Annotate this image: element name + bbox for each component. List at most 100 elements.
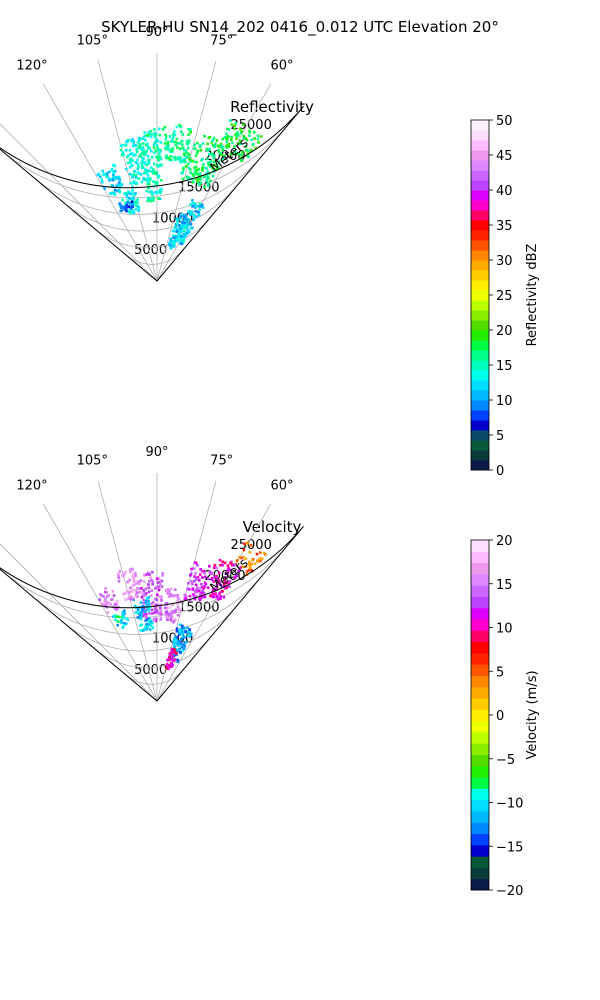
- echo-cell: [178, 159, 182, 163]
- echo-cell: [176, 227, 179, 231]
- echo-cell: [190, 212, 194, 216]
- echo-cell: [218, 591, 221, 595]
- echo-cell: [226, 135, 230, 138]
- echo-cell: [171, 234, 175, 238]
- colorbar-swatch: [471, 686, 489, 699]
- echo-cell: [158, 197, 162, 200]
- echo-cell: [132, 140, 136, 143]
- echo-cell: [138, 616, 142, 620]
- colorbar-label: Reflectivity dBZ: [525, 244, 540, 347]
- echo-cell: [167, 590, 171, 593]
- echo-cell: [196, 179, 200, 182]
- echo-cell: [124, 571, 127, 574]
- echo-cell: [183, 215, 186, 219]
- echo-cell: [262, 551, 266, 555]
- colorbar-tick-label: 0: [496, 709, 504, 724]
- echo-cell: [244, 149, 248, 152]
- echo-cell: [161, 574, 164, 577]
- colorbar-tick-label: 40: [496, 184, 513, 199]
- azimuth-tick-label: 120°: [16, 478, 47, 493]
- echo-cell: [163, 125, 167, 129]
- echo-cell: [194, 168, 198, 172]
- colorbar: 0 5 10 15 20 25 30 35 40 45 50 Reflectivity dBZ: [470, 114, 540, 479]
- echo-cell: [212, 580, 216, 583]
- echo-cell: [183, 221, 186, 225]
- echo-cell: [137, 177, 141, 181]
- echo-cell: [143, 134, 147, 138]
- echo-cell: [139, 629, 143, 632]
- echo-cell: [142, 176, 145, 180]
- echo-cell: [136, 158, 139, 162]
- echo-cell: [134, 571, 137, 575]
- echo-cell: [140, 155, 143, 159]
- echo-cell: [184, 219, 187, 223]
- echo-cell: [126, 155, 129, 159]
- echo-cell: [112, 191, 116, 195]
- range-ring: [31, 575, 262, 635]
- echo-cell: [178, 238, 182, 242]
- echo-cell: [138, 590, 142, 594]
- colorbar-tick-label: 35: [496, 219, 513, 234]
- echo-cell: [215, 584, 219, 587]
- echo-cell: [176, 642, 179, 646]
- echo-cell: [170, 662, 174, 665]
- echo-cell: [156, 197, 160, 200]
- echo-cell: [239, 131, 243, 135]
- echo-cell: [122, 575, 125, 578]
- echo-cell: [165, 606, 169, 610]
- echo-cell: [141, 604, 145, 608]
- echo-cell: [192, 174, 195, 178]
- echo-cell: [169, 587, 173, 591]
- echo-cell: [178, 123, 181, 127]
- echo-cell: [170, 665, 173, 668]
- echo-cell: [125, 140, 128, 143]
- echo-cell: [158, 150, 162, 154]
- echo-cell: [217, 579, 221, 582]
- echo-cell: [137, 611, 141, 614]
- echo-cell: [116, 615, 119, 618]
- echo-cell: [110, 167, 114, 171]
- echo-cell: [236, 142, 240, 145]
- echo-cell: [149, 135, 153, 139]
- panel-title: Reflectivity: [230, 98, 314, 116]
- echo-cell: [120, 153, 124, 157]
- echo-cell: [127, 191, 131, 195]
- echo-cell: [124, 143, 128, 146]
- colorbar-swatch: [471, 200, 489, 211]
- echo-cell: [180, 139, 184, 143]
- echo-cell: [167, 595, 171, 599]
- echo-cell: [184, 151, 188, 155]
- echo-cell: [139, 617, 143, 621]
- echo-cell: [135, 161, 139, 165]
- echo-cell: [174, 608, 178, 612]
- echo-cell: [131, 185, 134, 189]
- echo-cell: [159, 603, 163, 607]
- echo-cell: [177, 156, 180, 159]
- echo-cell: [103, 603, 106, 607]
- echo-cell: [151, 570, 154, 574]
- echo-cell: [242, 136, 246, 140]
- echo-cell: [139, 173, 143, 176]
- echo-cell: [187, 153, 191, 157]
- echo-cell: [165, 667, 169, 670]
- echo-cell: [236, 152, 239, 156]
- echo-cell: [144, 601, 148, 604]
- echo-cell: [186, 228, 190, 232]
- echo-cell: [166, 618, 169, 622]
- echo-cell: [193, 166, 196, 170]
- echo-cell: [150, 602, 153, 606]
- echo-cell: [131, 144, 135, 148]
- echo-cell: [130, 181, 133, 185]
- echo-cell: [128, 568, 132, 571]
- echo-cell: [157, 595, 160, 598]
- echo-cell: [143, 168, 147, 171]
- echo-cell: [134, 592, 138, 596]
- echo-cell: [187, 141, 191, 144]
- colorbar-swatch: [471, 630, 489, 643]
- echo-cell: [146, 155, 150, 158]
- echo-cell: [189, 632, 193, 636]
- echo-cell: [182, 240, 185, 244]
- echo-cell: [113, 606, 116, 610]
- colorbar-swatch: [471, 210, 489, 221]
- echo-cell: [144, 587, 148, 591]
